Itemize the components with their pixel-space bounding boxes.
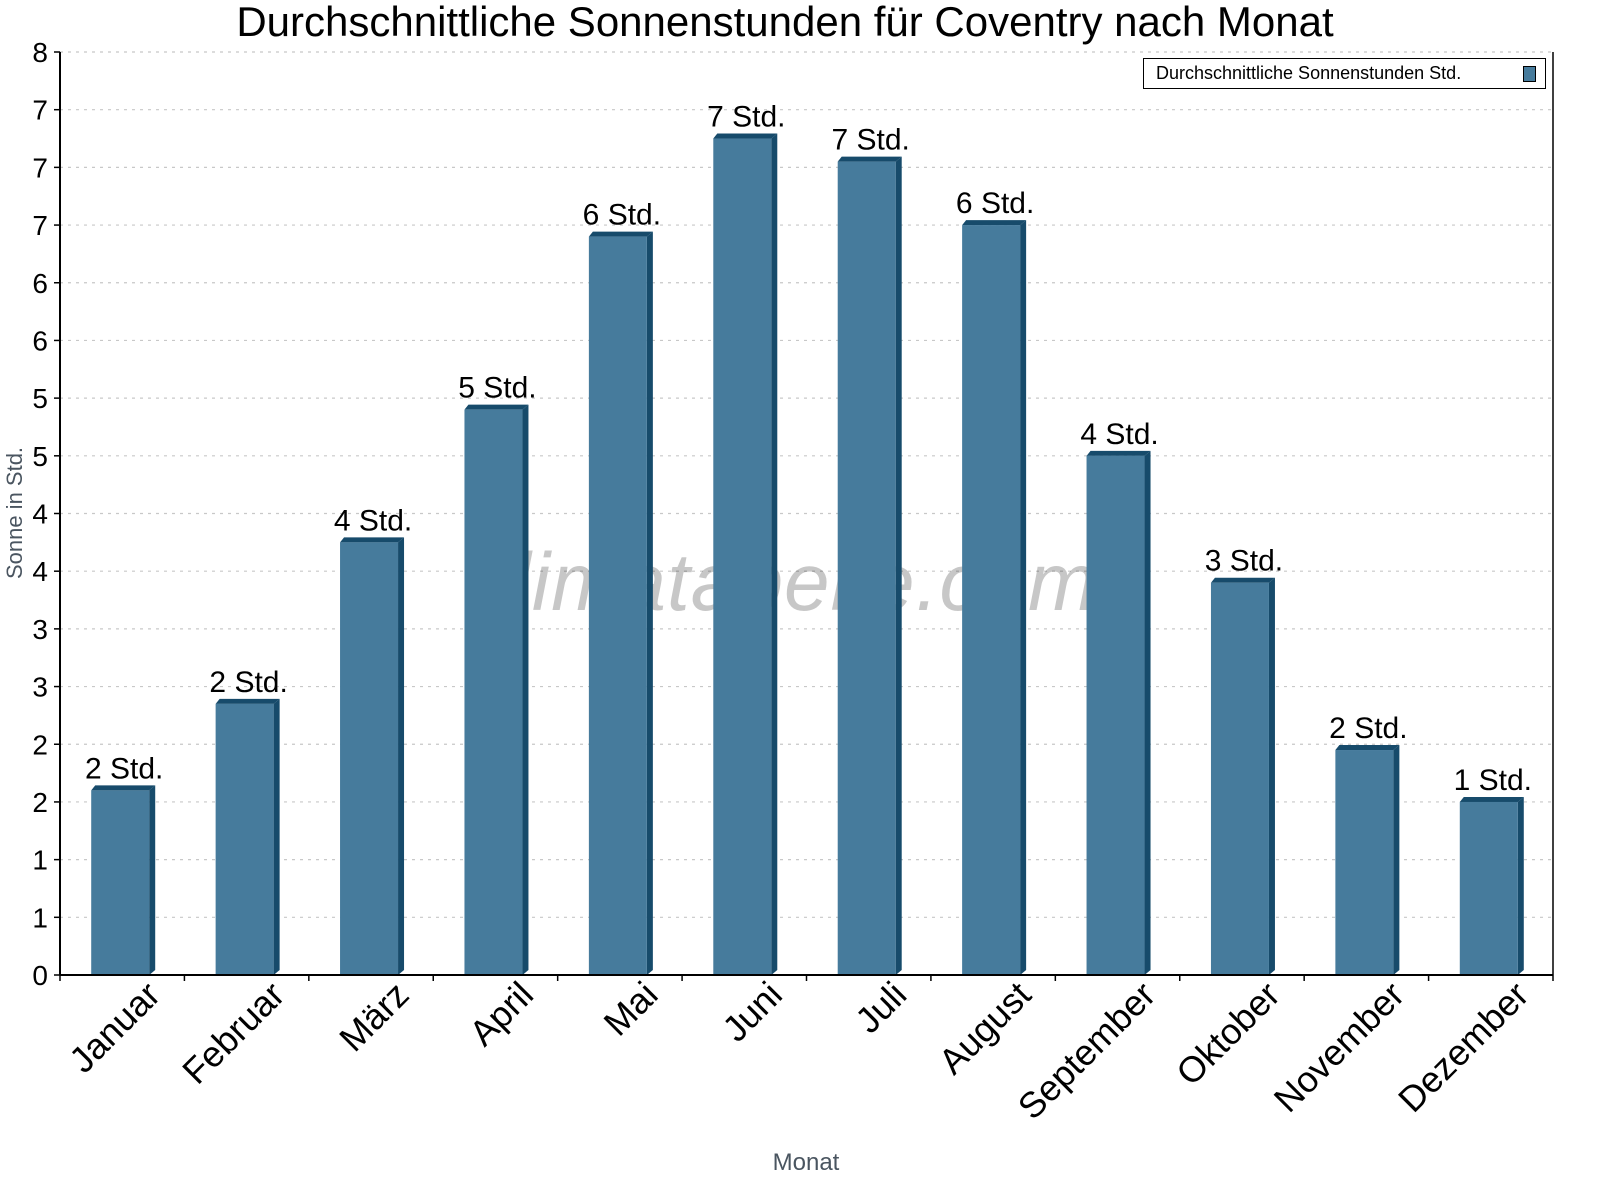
legend: Durchschnittliche Sonnenstunden Std. (1143, 58, 1546, 89)
bar-oktober: 3 Std. (1205, 545, 1283, 975)
bar-front (215, 703, 274, 975)
y-tick-label: 1 (32, 845, 48, 876)
bar-august: 6 Std. (956, 187, 1034, 975)
bar-side (398, 537, 405, 975)
x-tick-label: November (1266, 974, 1412, 1120)
bar-januar: 2 Std. (85, 752, 163, 975)
x-tick-label: Oktober (1168, 974, 1288, 1094)
bar-top (215, 698, 280, 704)
x-tick-label: Juli (847, 974, 914, 1041)
bar-juli: 7 Std. (832, 124, 910, 975)
bar-mai: 6 Std. (583, 199, 661, 976)
bar-top (91, 785, 156, 791)
bar-top (713, 133, 778, 139)
y-tick-label: 6 (32, 325, 48, 356)
bar-side (646, 231, 653, 976)
data-label: 4 Std. (334, 504, 412, 537)
bar-top (962, 220, 1027, 226)
y-tick-label: 7 (32, 210, 48, 241)
y-tick-label: 7 (32, 152, 48, 183)
bar-front (588, 236, 647, 976)
bar-side (1268, 577, 1275, 975)
bar-top (340, 537, 405, 543)
bar-front (1459, 801, 1518, 975)
bar-märz: 4 Std. (334, 504, 412, 975)
legend-label: Durchschnittliche Sonnenstunden Std. (1156, 63, 1462, 83)
y-axis-title: Sonne in Std. (2, 447, 27, 579)
bar-side (149, 785, 156, 975)
data-label: 4 Std. (1080, 418, 1158, 451)
bar-februar: 2 Std. (209, 666, 288, 975)
bar-front (1210, 582, 1269, 975)
y-tick-label: 4 (32, 556, 48, 587)
bar-front (962, 225, 1021, 975)
y-tick-label: 4 (32, 499, 48, 530)
y-tick-label: 7 (32, 95, 48, 126)
data-label: 2 Std. (85, 752, 163, 785)
bar-top (1459, 796, 1524, 802)
bar-top (1086, 450, 1151, 456)
data-label: 7 Std. (707, 101, 785, 134)
bar-top (1335, 745, 1400, 751)
gridlines (60, 51, 1553, 918)
bar-dezember: 1 Std. (1454, 764, 1532, 975)
bar-april: 5 Std. (458, 372, 537, 976)
bar-side (1144, 450, 1151, 975)
bar-top (464, 404, 529, 410)
data-label: 2 Std. (1329, 712, 1407, 745)
x-tick-label: April (461, 974, 541, 1054)
y-tick-label: 3 (32, 614, 48, 645)
x-tick-label: Dezember (1390, 974, 1536, 1120)
bar-november: 2 Std. (1329, 712, 1408, 975)
x-tick-label: Januar (61, 974, 168, 1081)
y-tick-label: 5 (32, 383, 48, 414)
bar-side (895, 156, 902, 975)
y-tick-label: 8 (32, 37, 48, 68)
x-tick-label: Februar (174, 974, 292, 1092)
bar-side (1020, 220, 1027, 975)
bar-side (1393, 745, 1400, 975)
bar-top (588, 231, 653, 237)
bar-front (91, 790, 150, 975)
y-tick-label: 6 (32, 268, 48, 299)
data-label: 2 Std. (209, 666, 287, 699)
data-label: 1 Std. (1454, 764, 1532, 797)
bar-front (464, 409, 523, 976)
y-tick-label: 1 (32, 902, 48, 933)
x-tick-label: Juni (714, 974, 790, 1050)
x-axis-title: Monat (773, 1149, 840, 1176)
bar-front (1086, 455, 1145, 975)
x-tick-label: März (331, 974, 417, 1060)
data-label: 6 Std. (956, 187, 1034, 220)
bar-september: 4 Std. (1080, 418, 1159, 975)
bar-front (837, 161, 896, 975)
bar-front (713, 138, 772, 975)
data-label: 3 Std. (1205, 545, 1283, 578)
y-tick-label: 5 (32, 441, 48, 472)
bar-side (771, 133, 778, 975)
bar-front (340, 542, 399, 975)
legend-swatch-icon (1523, 66, 1536, 82)
bar-side (273, 698, 280, 975)
x-axis-ticks: Januar Februar März April Mai Juni Juli AugustS… (59, 974, 1554, 1127)
data-label: 7 Std. (832, 124, 910, 157)
data-label: 5 Std. (458, 372, 536, 405)
x-tick-label: August (931, 974, 1039, 1082)
chart-title: Durchschnittliche Sonnenstunden für Cove… (236, 0, 1334, 45)
bar-side (522, 404, 529, 976)
y-tick-label: 2 (32, 729, 48, 760)
y-tick-label: 0 (32, 960, 48, 991)
y-tick-label: 2 (32, 787, 48, 818)
bar-front (1335, 750, 1394, 975)
bar-juni: 7 Std. (707, 101, 785, 975)
bar-top (1210, 577, 1275, 583)
y-axis-ticks: 0 1 1 2 2 3 3 4 4 5 5 6 6 7 7 7 8 (32, 37, 60, 991)
bar-side (1517, 796, 1524, 975)
bar-top (837, 156, 902, 162)
y-tick-label: 3 (32, 672, 48, 703)
bar-series: 2 Std. 2 Std. 4 Std. 5 Std. 6 Std. 7 Std. 7 St… (85, 101, 1532, 976)
x-tick-label: Mai (596, 974, 666, 1044)
data-label: 6 Std. (583, 199, 661, 232)
